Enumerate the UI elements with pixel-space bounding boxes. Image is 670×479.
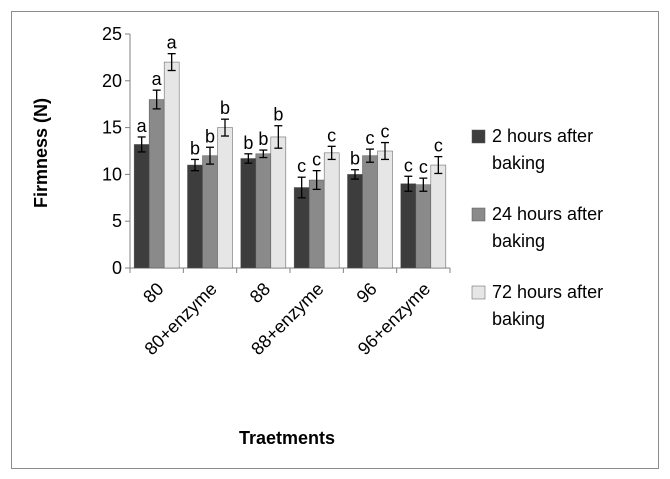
legend-swatch [471, 285, 486, 300]
legend-label: 2 hours after baking [492, 126, 593, 173]
significance-label: a [167, 33, 178, 53]
y-tick-label: 0 [112, 258, 122, 278]
legend-swatch [471, 207, 486, 222]
y-tick-label: 25 [102, 24, 122, 44]
y-tick-label: 10 [102, 164, 122, 184]
significance-label: b [258, 129, 268, 149]
significance-label: c [366, 128, 375, 148]
significance-label: c [327, 125, 336, 145]
significance-label: c [434, 136, 443, 156]
significance-label: a [152, 69, 163, 89]
significance-label: b [350, 149, 360, 169]
bar [187, 164, 203, 269]
y-axis: 0 5 10 15 20 25 [102, 24, 131, 278]
bar [255, 153, 272, 269]
y-axis-title: Firmness (N) [31, 98, 51, 208]
bar [377, 150, 393, 269]
bar [415, 184, 432, 269]
significance-label: b [220, 98, 230, 118]
bar [430, 164, 447, 269]
bar [163, 61, 180, 269]
bar [308, 179, 325, 269]
bar [240, 158, 257, 269]
significance-label: c [312, 150, 321, 170]
significance-label: b [273, 105, 283, 125]
bar [347, 174, 363, 269]
bar [293, 187, 310, 269]
x-axis-title: Traetments [239, 428, 335, 448]
legend-label-line: baking [492, 231, 545, 251]
x-tick-label: 96 [353, 279, 381, 307]
significance-label: a [137, 116, 148, 136]
bar [400, 183, 417, 269]
bar [323, 152, 340, 269]
bar [217, 127, 233, 269]
legend-label-line: 2 hours after [492, 126, 593, 146]
significance-label: b [243, 133, 253, 153]
significance-label: b [205, 126, 215, 146]
significance-label: c [419, 157, 428, 177]
legend-label-line: 24 hours after [492, 204, 603, 224]
error-bars [137, 53, 443, 199]
bar [362, 155, 378, 269]
y-tick-label: 15 [102, 118, 122, 138]
legend-label-line: baking [492, 309, 545, 329]
bar [133, 144, 150, 269]
legend-label: 72 hours after baking [492, 282, 603, 329]
x-tick-label: 80 [139, 279, 167, 307]
legend-swatch [471, 129, 486, 144]
x-tick-label: 88 [246, 279, 274, 307]
significance-label: b [190, 138, 200, 158]
significance-label: c [404, 155, 413, 175]
significance-label: c [297, 156, 306, 176]
y-tick-label: 5 [112, 211, 122, 231]
y-tick-label: 20 [102, 71, 122, 91]
bar [270, 136, 287, 269]
legend-label: 24 hours after baking [492, 204, 603, 251]
legend-label-line: 72 hours after [492, 282, 603, 302]
chart-frame [11, 11, 659, 469]
bar [148, 99, 165, 269]
significance-label: c [381, 122, 390, 142]
bar [202, 155, 218, 269]
legend-label-line: baking [492, 153, 545, 173]
bars [133, 61, 447, 269]
